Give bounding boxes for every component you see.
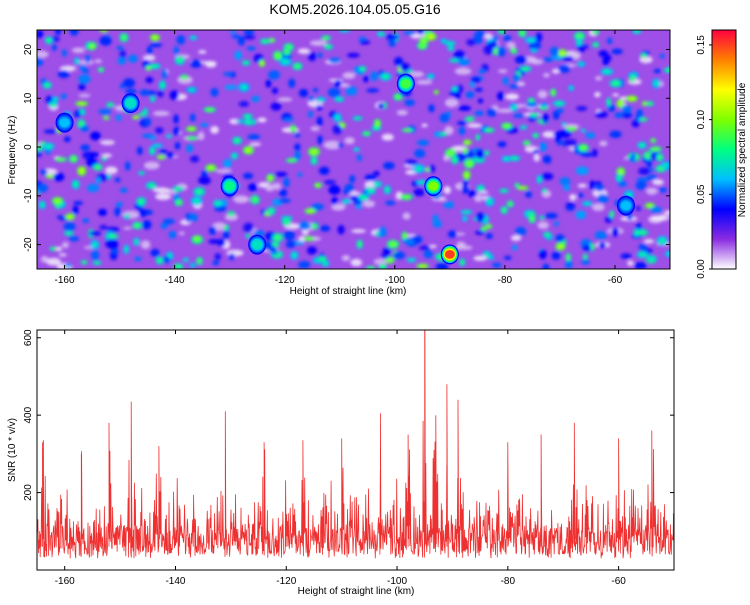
heatmap-x-tick-label: -80 <box>498 275 513 286</box>
heatmap-y-axis-label: Frequency (Hz) <box>7 116 18 185</box>
colorbar-tick-label: 0.05 <box>696 184 707 204</box>
heatmap-hotspot <box>620 201 631 210</box>
heatmap-hotspot <box>444 249 455 259</box>
heatmap-hotspot <box>400 79 411 89</box>
snr-y-tick-label: 600 <box>23 329 34 346</box>
snr-frame <box>36 329 675 571</box>
heatmap-x-tick-label: -100 <box>385 275 405 286</box>
colorbar-label: Normalized spectral amplitude <box>737 82 748 217</box>
colorbar: 0.00 0.05 0.10 0.15 Normalized spectral amp… <box>696 29 748 279</box>
heatmap-y-tick-label: 20 <box>23 44 34 56</box>
snr-x-tick-label: -80 <box>501 576 516 587</box>
colorbar-ticks: 0.00 0.05 0.10 0.15 <box>696 35 712 279</box>
heatmap-field <box>37 30 670 269</box>
heatmap-x-tick-label: -140 <box>165 275 185 286</box>
snr-y-axis-label: SNR (10 * v/v) <box>7 418 18 482</box>
figure-title: KOM5.2026.104.05.05.G16 <box>269 1 440 17</box>
colorbar-tick-label: 0.00 <box>696 259 707 279</box>
snr-x-tick-label: -160 <box>55 576 75 587</box>
snr-x-tick-label: -140 <box>165 576 185 587</box>
colorbar-tick-label: 0.10 <box>696 109 707 129</box>
heatmap-x-tick-label: -120 <box>275 275 295 286</box>
snr-x-tick-label: -120 <box>276 576 296 587</box>
heatmap-hotspot <box>125 98 136 108</box>
heatmap-y-tick-label: -10 <box>23 188 34 203</box>
heatmap-y-tick-label: -20 <box>23 237 34 252</box>
snr-x-ticks: -160 -140 -120 -100 -80 -60 <box>55 330 626 587</box>
heatmap-y-tick-label: 10 <box>23 92 34 104</box>
snr-x-tick-label: -60 <box>611 576 626 587</box>
heatmap-hotspot <box>224 181 235 191</box>
heatmap-frame <box>36 29 671 270</box>
snr-panel: -160 -140 -120 -100 -80 -60 200 400 600 Height … <box>7 329 675 597</box>
heatmap-x-tick-label: -160 <box>55 275 75 286</box>
snr-x-axis-label: Height of straight line (km) <box>298 586 415 597</box>
colorbar-gradient <box>711 29 737 270</box>
snr-y-tick-label: 400 <box>23 406 34 423</box>
heatmap-y-ticks: -20 -10 0 10 20 <box>23 44 670 252</box>
snr-x-tick-label: -100 <box>387 576 407 587</box>
heatmap-y-tick-label: 0 <box>23 144 34 150</box>
heatmap-hotspot <box>428 181 439 191</box>
snr-series-line <box>37 330 674 559</box>
snr-y-tick-label: 200 <box>23 484 34 501</box>
heatmap-hotspot <box>59 118 70 128</box>
heatmap-hotspot <box>252 240 263 250</box>
heatmap-x-axis-label: Height of straight line (km) <box>290 286 407 297</box>
heatmap-x-tick-label: -60 <box>608 275 623 286</box>
colorbar-tick-label: 0.15 <box>696 35 707 55</box>
snr-y-ticks: 200 400 600 <box>23 329 674 501</box>
heatmap-x-ticks: -160 -140 -120 -100 -80 -60 <box>55 30 623 286</box>
